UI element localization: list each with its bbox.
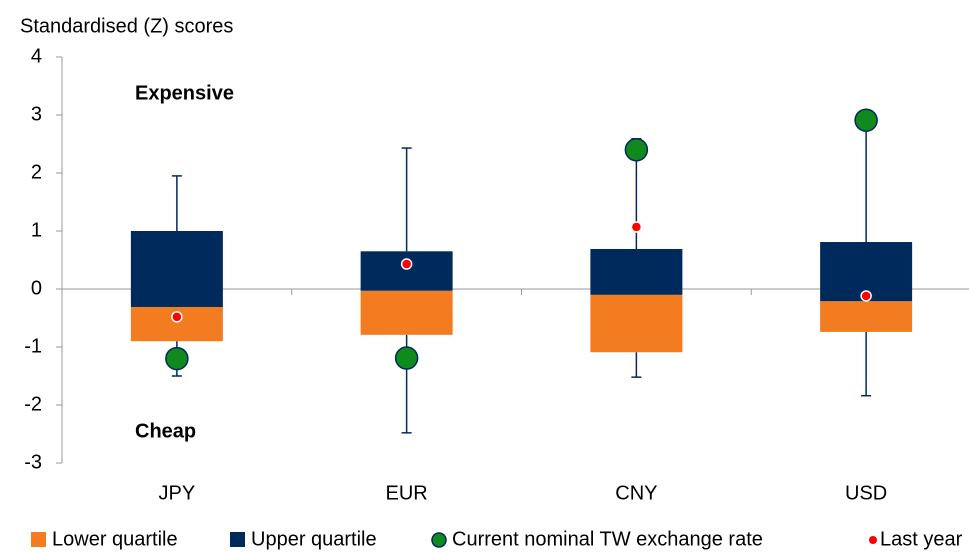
y-tick-label: 2 bbox=[31, 161, 42, 183]
upper-quartile-box bbox=[130, 231, 223, 307]
legend-label: Lower quartile bbox=[52, 528, 178, 550]
last-year-dot bbox=[860, 290, 872, 302]
upper-quartile-box bbox=[360, 251, 453, 291]
y-tick-label: 0 bbox=[31, 277, 42, 299]
current-rate-dot bbox=[394, 346, 419, 370]
y-tick-label: -3 bbox=[24, 451, 42, 473]
last-year-dot bbox=[171, 311, 183, 323]
current-rate-dot bbox=[624, 138, 649, 162]
y-tick-label: 3 bbox=[31, 103, 42, 125]
lower-quartile-box bbox=[590, 294, 683, 353]
current-rate-dot bbox=[854, 108, 878, 132]
x-tick-label: EUR bbox=[386, 482, 428, 504]
legend-swatch bbox=[31, 532, 46, 547]
x-tick-label: CNY bbox=[615, 482, 657, 504]
chart-subtitle: Standardised (Z) scores bbox=[20, 15, 233, 37]
y-tick-label: -2 bbox=[24, 393, 42, 415]
y-tick-label: 1 bbox=[31, 219, 42, 241]
annotation: Expensive bbox=[135, 82, 234, 104]
x-tick-label: JPY bbox=[159, 482, 196, 504]
y-tick-label: -1 bbox=[24, 335, 42, 357]
y-tick-label: 4 bbox=[31, 45, 42, 67]
x-tick-label: USD bbox=[845, 482, 887, 504]
lower-quartile-box bbox=[360, 290, 453, 335]
legend-swatch bbox=[869, 536, 877, 544]
legend-swatch bbox=[230, 532, 245, 547]
annotation: Cheap bbox=[135, 420, 196, 442]
last-year-dot bbox=[630, 221, 643, 233]
upper-quartile-box bbox=[590, 248, 683, 295]
legend-label: Last year bbox=[880, 528, 963, 550]
legend-label: Upper quartile bbox=[251, 528, 377, 550]
legend-swatch bbox=[431, 532, 447, 548]
last-year-dot bbox=[400, 258, 413, 270]
legend-label: Current nominal TW exchange rate bbox=[452, 528, 763, 550]
lower-quartile-box bbox=[820, 301, 913, 332]
current-rate-dot bbox=[165, 346, 189, 371]
